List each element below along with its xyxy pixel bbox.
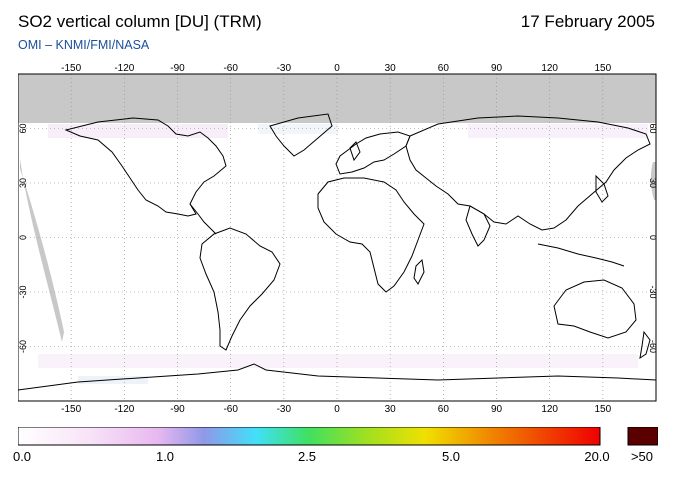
world-map: -150 -120 -90 -60 -30 0 30 60 90 120 150	[18, 63, 658, 414]
longitude-tick-label: 120	[541, 63, 558, 74]
credit-label: OMI – KNMI/FMI/NASA	[18, 38, 150, 52]
latitude-tick-label-right: 60	[648, 123, 658, 133]
longitude-tick-label: 0	[334, 404, 340, 414]
longitude-tick-label: 150	[594, 404, 611, 414]
graticule	[18, 74, 656, 401]
colorbar	[18, 427, 658, 446]
longitude-tick-label: -60	[223, 404, 238, 414]
left-latitude-ticks: 60 30 0 -30 -60	[18, 123, 28, 353]
longitude-tick-label: -30	[277, 404, 292, 414]
longitude-tick-label: -30	[277, 63, 292, 74]
latitude-tick-label-left: 60	[18, 123, 28, 133]
map-background	[18, 74, 656, 401]
no-data-swath-east	[650, 162, 656, 200]
longitude-tick-label: -120	[114, 63, 134, 74]
longitude-tick-label: 60	[438, 404, 450, 414]
latitude-tick-label-right: -60	[648, 340, 658, 353]
colorbar-label-1: 1.0	[155, 449, 175, 464]
longitude-tick-label: -150	[61, 404, 81, 414]
longitude-tick-label: -120	[114, 404, 134, 414]
latitude-tick-label-left: -60	[18, 340, 28, 353]
no-data-swath-west	[20, 159, 64, 342]
latitude-tick-label-left: 0	[18, 235, 28, 240]
latitude-tick-label-right: 0	[648, 235, 658, 240]
longitude-tick-label: 90	[491, 404, 503, 414]
longitude-tick-label: -60	[223, 63, 238, 74]
latitude-tick-label-right: -30	[648, 285, 658, 298]
colorbar-label-2: 2.5	[297, 449, 317, 464]
bottom-longitude-ticks: -150 -120 -90 -60 -30 0 30 60 90 120 150	[61, 404, 611, 414]
longitude-tick-label: -90	[170, 404, 185, 414]
longitude-tick-label: 120	[541, 404, 558, 414]
colorbar-over-label: >50	[630, 449, 654, 464]
right-latitude-ticks: 60 30 0 -30 -60	[648, 123, 658, 353]
colorbar-gradient	[18, 427, 601, 446]
colorbar-label-4: 20.0	[584, 449, 610, 464]
longitude-tick-label: 0	[334, 63, 340, 74]
longitude-tick-label: 90	[491, 63, 503, 74]
date-label: 17 February 2005	[520, 12, 655, 31]
longitude-tick-label: 150	[594, 63, 611, 74]
longitude-tick-label: -90	[170, 63, 185, 74]
colorbar-label-0: 0.0	[12, 449, 32, 464]
latitude-tick-label-left: -30	[18, 285, 28, 298]
longitude-tick-label: 60	[438, 63, 450, 74]
longitude-tick-label: 30	[385, 63, 397, 74]
colorbar-over-swatch	[627, 427, 658, 446]
top-longitude-ticks: -150 -120 -90 -60 -30 0 30 60 90 120 150	[61, 63, 611, 74]
map-title: SO2 vertical column [DU] (TRM)	[18, 12, 262, 31]
latitude-tick-label-left: 30	[18, 178, 28, 188]
longitude-tick-label: -150	[61, 63, 81, 74]
map-frame	[18, 73, 657, 402]
colorbar-label-3: 5.0	[441, 449, 461, 464]
latitude-tick-label-right: 30	[648, 178, 658, 188]
longitude-tick-label: 30	[385, 404, 397, 414]
coastlines	[18, 113, 657, 391]
